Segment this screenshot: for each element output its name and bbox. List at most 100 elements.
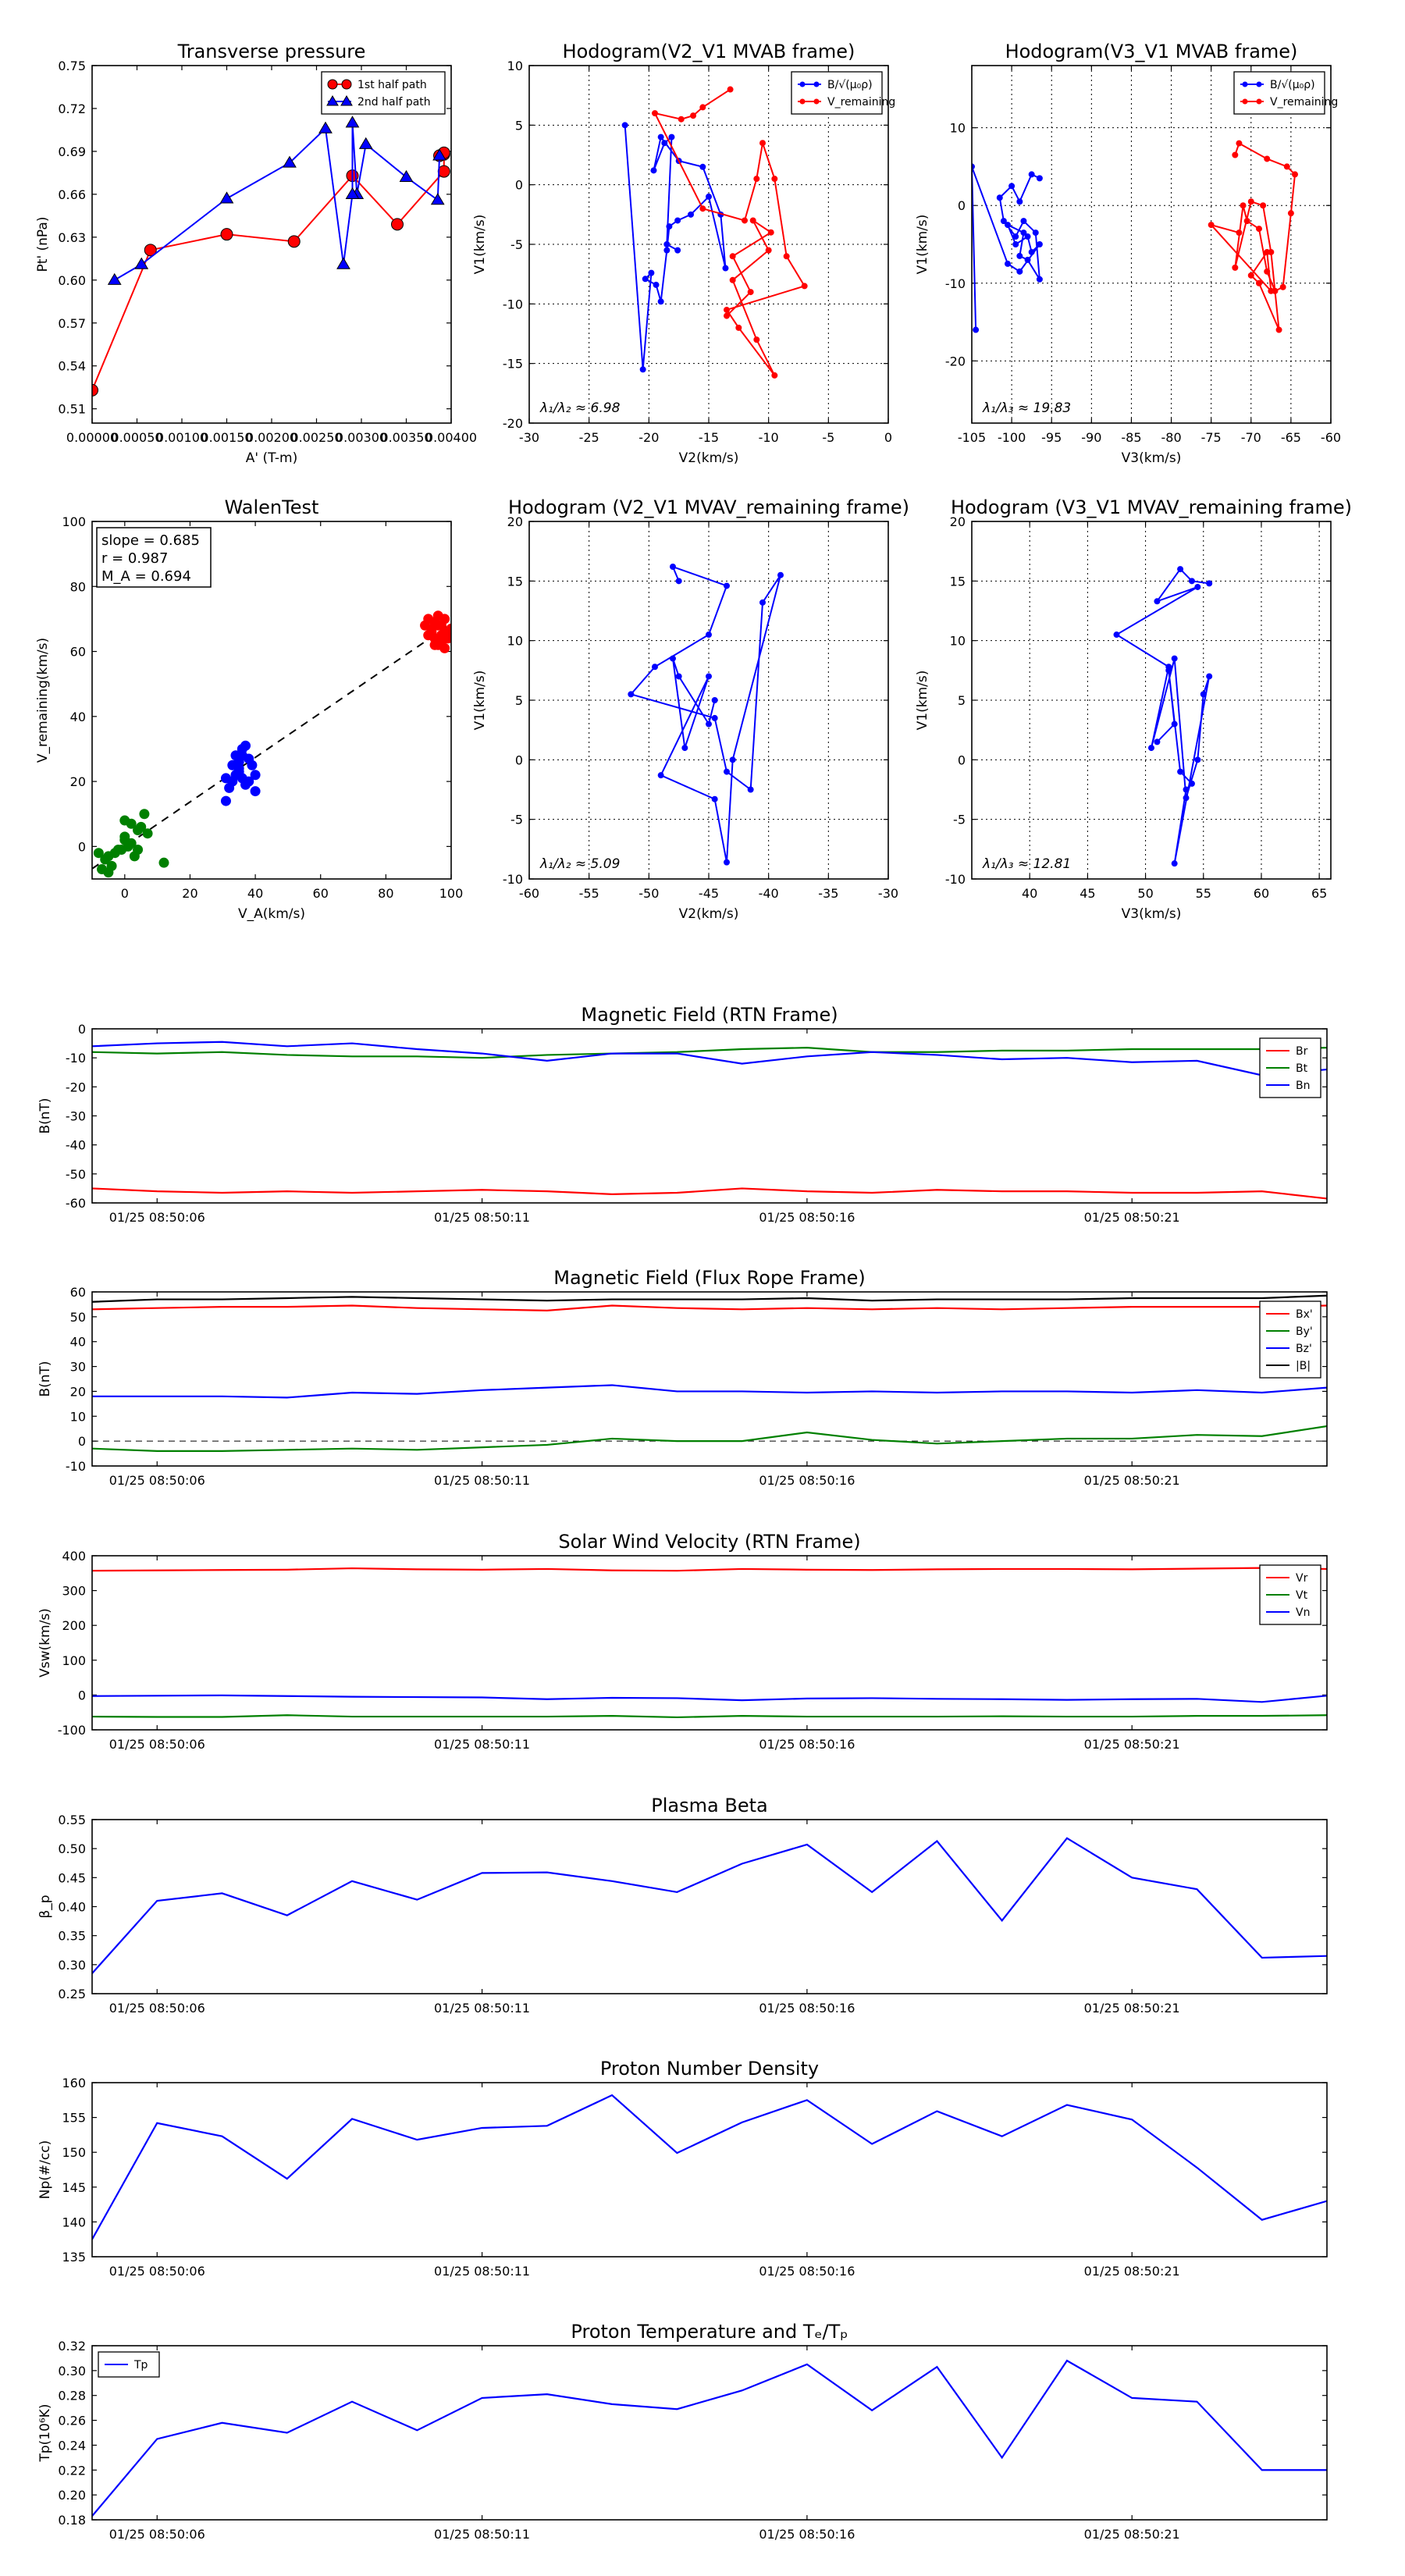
data-point [436, 620, 446, 631]
data-point [724, 306, 730, 313]
data-point [1165, 667, 1172, 674]
ratio-annotation: λ₁/λ₃ ≈ 19.83 [982, 400, 1071, 416]
y-tick-label: -20 [503, 416, 523, 431]
series-line-1st-half-path [92, 151, 445, 391]
data-point [652, 664, 658, 671]
data-point [126, 838, 137, 849]
x-tick-label: 0.00150 [201, 430, 252, 445]
x-axis-label: V_A(km/s) [238, 906, 305, 922]
y-tick-label: 60 [70, 1285, 86, 1300]
series-line-vr [92, 1567, 1327, 1572]
data-point [767, 229, 774, 236]
data-point [657, 772, 664, 779]
chart-hodogram_v2v1_mvav: Hodogram (V2_V1 MVAV_remaining frame) -10… [472, 496, 909, 922]
data-point [1256, 279, 1262, 286]
data-point [670, 564, 676, 571]
series-line-blue [629, 565, 781, 863]
chart-title: Proton Number Density [600, 2058, 819, 2080]
y-tick-label: -5 [953, 813, 966, 827]
data-point [92, 383, 98, 397]
stats-line: slope = 0.685 [101, 532, 200, 549]
chart-walen_test: WalenTest 0 20 40 60 80 100 0 20 40 60 80 100 V_A(km/… [35, 496, 463, 922]
data-point [1188, 780, 1195, 787]
legend-marker [327, 79, 338, 90]
data-point [1024, 233, 1031, 240]
data-point [711, 714, 718, 721]
data-point [648, 269, 655, 276]
axes-frame [91, 2082, 1328, 2258]
x-tick-label: 0.00000 [66, 430, 118, 445]
data-point [430, 193, 445, 205]
fit-line [92, 623, 451, 870]
x-tick-label: 55 [1196, 886, 1211, 901]
y-tick-label: 0 [78, 839, 86, 854]
x-tick-label: -10 [759, 430, 779, 445]
series-line-np [92, 2094, 1327, 2240]
legend-marker [813, 81, 820, 87]
x-tick-label: 40 [247, 886, 263, 901]
x-tick-label: 60 [313, 886, 329, 901]
x-axis-label: V3(km/s) [1122, 450, 1182, 466]
data-point [1264, 248, 1271, 255]
y-tick-label: 160 [62, 2076, 86, 2090]
data-point [711, 697, 718, 703]
x-tick-label: 01/25 08:50:16 [759, 2001, 855, 2016]
data-point [1148, 745, 1154, 752]
data-point [1000, 218, 1007, 225]
ratio-annotation: λ₁/λ₂ ≈ 5.09 [539, 856, 620, 872]
y-axis-label: V1(km/s) [915, 671, 930, 731]
chart-title: Hodogram(V3_V1 MVAB frame) [1005, 41, 1298, 62]
data-point [1113, 632, 1120, 639]
data-point [1016, 252, 1023, 259]
data-point [345, 116, 360, 128]
data-point [729, 276, 736, 283]
axes-frame [91, 65, 452, 424]
series-line-bz- [92, 1384, 1327, 1399]
chart-hodogram_v3v1_mvab: Hodogram(V3_V1 MVAB frame)-20-10010-105-… [915, 41, 1341, 466]
x-tick-label: 01/25 08:50:21 [1084, 2527, 1180, 2542]
y-axis-label: Tp(10⁶K) [37, 2403, 53, 2462]
x-tick-label: 0 [884, 430, 892, 445]
x-tick-label: -50 [638, 886, 659, 901]
chart-title: Hodogram (V3_V1 MVAV_remaining frame) [951, 496, 1352, 518]
y-tick-label: 0 [78, 1022, 86, 1037]
y-tick-label: 0.25 [58, 1987, 86, 2001]
data-point [439, 642, 450, 653]
chart-title: Magnetic Field (Flux Rope Frame) [553, 1267, 865, 1289]
legend-label: Bn [1296, 1080, 1310, 1092]
data-point [973, 326, 980, 333]
series-line-bx- [92, 1304, 1327, 1311]
data-point [1171, 860, 1178, 867]
y-tick-label: 80 [70, 579, 86, 594]
data-point [1283, 163, 1290, 170]
y-tick-label: -100 [58, 1723, 86, 1738]
series-line-br [92, 1187, 1327, 1200]
data-point [220, 773, 231, 784]
y-tick-label: 30 [70, 1360, 86, 1375]
data-point [1024, 256, 1031, 263]
plot-area [92, 116, 450, 397]
data-point [759, 599, 766, 606]
x-tick-label: -20 [638, 430, 659, 445]
y-tick-label: -10 [945, 872, 966, 887]
x-tick-label: 01/25 08:50:06 [109, 2001, 205, 2016]
x-tick-label: -45 [699, 886, 719, 901]
y-tick-label: 155 [62, 2111, 86, 2126]
y-tick-label: 0.30 [58, 2364, 86, 2379]
x-tick-label: 01/25 08:50:11 [434, 1737, 530, 1752]
y-tick-label: -20 [66, 1080, 86, 1094]
x-tick-label: -105 [958, 430, 986, 445]
y-axis-label: V_remaining(km/s) [35, 638, 51, 763]
legend-marker [799, 81, 806, 87]
y-tick-label: 10 [950, 634, 966, 649]
y-tick-label: 100 [62, 1653, 86, 1668]
x-tick-label: 0 [121, 886, 129, 901]
data-point [250, 786, 261, 797]
data-point [318, 121, 333, 133]
chart-title: Transverse pressure [177, 41, 366, 62]
data-point [1020, 229, 1027, 237]
legend-label: V_remaining [827, 96, 895, 109]
y-axis-label: V1(km/s) [915, 215, 930, 275]
data-point [250, 770, 261, 781]
x-tick-label: 50 [1137, 886, 1153, 901]
